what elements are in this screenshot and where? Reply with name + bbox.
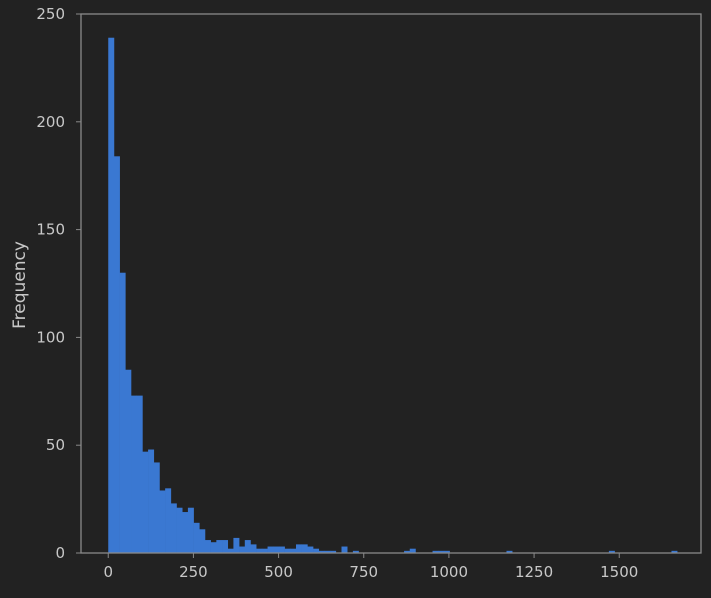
histogram-bar (256, 548, 263, 553)
histogram-bar (261, 548, 268, 553)
histogram-bar (119, 272, 126, 553)
histogram-bar (216, 540, 223, 553)
histogram-bar (227, 548, 234, 553)
histogram-bar (404, 550, 411, 553)
histogram-bar (193, 522, 200, 553)
histogram-bar (182, 512, 189, 553)
x-tick-label: 1000 (430, 563, 468, 581)
histogram-bar (608, 550, 615, 553)
histogram-bar (671, 550, 678, 553)
histogram-bar (250, 544, 257, 553)
histogram-bar (290, 548, 297, 553)
histogram-bar (222, 540, 229, 553)
histogram-bar (273, 546, 280, 553)
histogram-bar (324, 550, 331, 553)
histogram-bar (170, 503, 177, 553)
histogram-bar (153, 462, 160, 553)
histogram-bar (204, 540, 211, 553)
histogram-bar (284, 548, 291, 553)
histogram-bar (244, 540, 251, 553)
bars-group (108, 37, 678, 554)
histogram-bar (318, 550, 325, 553)
histogram-bar (341, 546, 348, 553)
x-tick-label: 0 (103, 563, 113, 581)
histogram-bar (108, 37, 115, 554)
histogram-bar (199, 529, 206, 553)
histogram-bar (187, 507, 194, 553)
histogram-bar (142, 451, 149, 553)
plot-background (81, 14, 701, 553)
histogram-bar (148, 449, 155, 553)
histogram-bar (113, 156, 120, 554)
x-tick-label: 1500 (600, 563, 638, 581)
histogram-bar (301, 544, 308, 553)
histogram-bar (233, 537, 240, 553)
histogram-bar (352, 550, 359, 553)
histogram-bar (443, 550, 450, 553)
x-tick-label: 500 (264, 563, 293, 581)
histogram-bar (307, 546, 314, 553)
y-tick-label: 250 (36, 5, 65, 23)
histogram-bar (131, 395, 137, 553)
histogram-bar (438, 550, 445, 553)
histogram-bar (176, 507, 183, 553)
y-tick-label: 150 (36, 221, 65, 239)
y-tick-label: 200 (36, 113, 65, 131)
histogram-bar (432, 550, 439, 553)
plot-border (80, 13, 702, 554)
y-axis-label: Frequency (10, 241, 30, 329)
histogram-bar (210, 542, 217, 553)
histogram-bar (295, 544, 302, 553)
histogram-bar (506, 550, 513, 553)
histogram-bar (159, 490, 166, 553)
x-tick-label: 750 (349, 563, 378, 581)
histogram-bar (239, 546, 246, 553)
y-tick-label: 100 (36, 328, 65, 346)
histogram-bar (330, 550, 337, 553)
y-tick-label: 0 (55, 544, 65, 562)
histogram-bar (125, 369, 132, 553)
histogram-bar (165, 488, 172, 553)
x-tick-label: 250 (179, 563, 208, 581)
histogram-bar (136, 395, 143, 553)
histogram-bar (313, 548, 320, 553)
y-axis: 0 50 100 150 200 250 (36, 5, 81, 562)
x-axis: 0 250 500 750 1000 1250 1500 (103, 553, 638, 581)
histogram-bar (409, 548, 416, 553)
y-tick-label: 50 (46, 436, 65, 454)
x-tick-label: 1250 (515, 563, 553, 581)
histogram-bar (267, 546, 274, 553)
histogram-bar (278, 546, 285, 553)
